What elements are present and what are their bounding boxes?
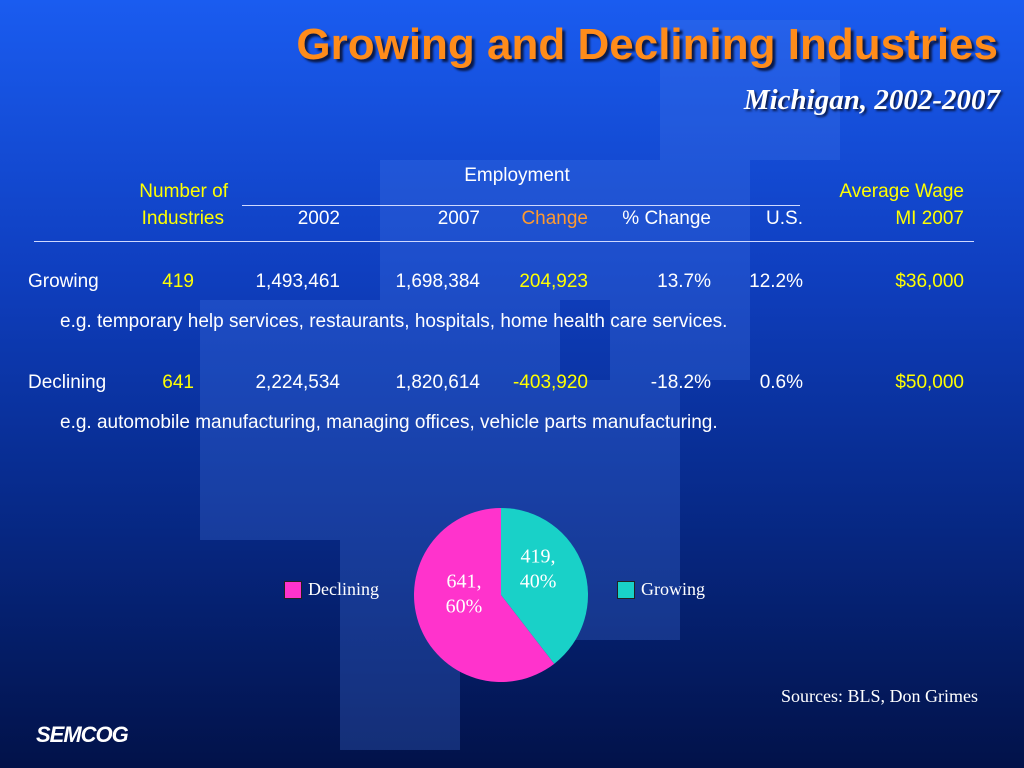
semcog-logo: SEMCOG xyxy=(36,722,129,747)
legend-label-declining: Declining xyxy=(308,579,379,599)
header-industries: Industries xyxy=(141,208,224,229)
legend-swatch-declining xyxy=(284,581,302,599)
pie-data-label-growing: 419, xyxy=(521,545,556,567)
row-emp-2002: 1,493,461 xyxy=(255,271,340,292)
page-title: Growing and Declining Industries xyxy=(296,20,998,69)
header-number-of: Number of xyxy=(139,181,228,202)
header-us: U.S. xyxy=(766,208,803,229)
map-silhouette-block5 xyxy=(660,20,840,160)
row-us: 0.6% xyxy=(759,372,803,393)
legend-swatch-growing xyxy=(617,581,635,599)
row-wage: $36,000 xyxy=(895,271,964,292)
row-change: 204,923 xyxy=(519,271,588,292)
header-2007: 2007 xyxy=(437,208,480,229)
row-pct-change: -18.2% xyxy=(650,372,711,393)
row-label: Declining xyxy=(28,372,107,393)
pie-data-label-growing: 40% xyxy=(520,570,557,592)
header-divider xyxy=(34,241,974,242)
row-emp-2002: 2,224,534 xyxy=(255,372,340,393)
map-silhouette-block1 xyxy=(610,160,750,380)
page-subtitle: Michigan, 2002-2007 xyxy=(743,84,1000,116)
row-label: Growing xyxy=(28,271,99,292)
row-example: e.g. automobile manufacturing, managing … xyxy=(60,412,718,433)
map-silhouette-upper xyxy=(380,160,610,300)
header-employment: Employment xyxy=(464,165,570,186)
pie-slice-declining xyxy=(414,508,555,682)
header-mi-2007: MI 2007 xyxy=(895,208,964,229)
row-emp-2007: 1,820,614 xyxy=(395,372,480,393)
row-us: 12.2% xyxy=(749,271,803,292)
row-change: -403,920 xyxy=(512,372,588,393)
header-average-wage: Average Wage xyxy=(839,181,964,202)
pie-slice-growing xyxy=(501,508,588,664)
header-2002: 2002 xyxy=(297,208,340,229)
sources-note: Sources: BLS, Don Grimes xyxy=(781,686,978,706)
header-change: Change xyxy=(521,208,588,229)
map-silhouette-block2 xyxy=(200,300,560,540)
row-example: e.g. temporary help services, restaurant… xyxy=(60,311,728,332)
pie-data-label-declining: 641, xyxy=(446,571,481,593)
header-pct-change: % Change xyxy=(622,208,711,229)
row-emp-2007: 1,698,384 xyxy=(395,271,480,292)
row-number: 641 xyxy=(162,372,194,393)
employment-underline xyxy=(242,205,800,206)
row-wage: $50,000 xyxy=(895,372,964,393)
legend-label-growing: Growing xyxy=(641,579,705,599)
row-pct-change: 13.7% xyxy=(657,271,711,292)
pie-data-label-declining: 60% xyxy=(446,596,483,618)
row-number: 419 xyxy=(162,271,194,292)
